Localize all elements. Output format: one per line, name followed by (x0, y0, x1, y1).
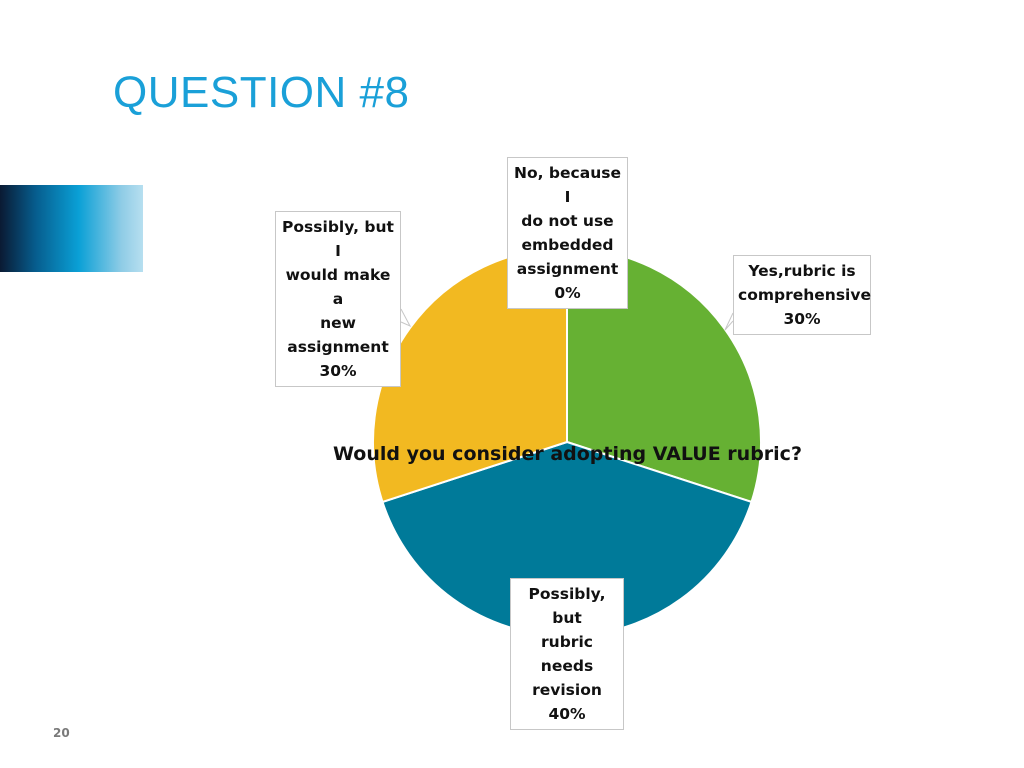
slice-label-new-assignment: Possibly, but I would make a new assignm… (275, 211, 401, 387)
slice-value: 0% (554, 284, 581, 302)
chart-question: Would you consider adopting VALUE rubric… (333, 443, 802, 465)
slice-label-rubric-revision: Possibly, but rubric needs revision 40% (510, 578, 624, 730)
slice-label-yes-comprehensive: Yes,rubric is comprehensive 30% (733, 255, 871, 335)
slice-value: 40% (548, 705, 586, 723)
slice-label-no-embedded: No, because I do not use embedded assign… (507, 157, 628, 309)
label-leader-lines (400, 308, 734, 331)
page-number: 20 (53, 726, 70, 740)
leader-new-assignment (400, 308, 412, 328)
slice-value: 30% (783, 310, 821, 328)
pie-slices (372, 246, 762, 637)
slice-value: 30% (319, 362, 357, 380)
accent-bar (0, 185, 143, 272)
slide-title: QUESTION #8 (113, 68, 410, 117)
leader-yes-comprehensive (724, 312, 734, 331)
